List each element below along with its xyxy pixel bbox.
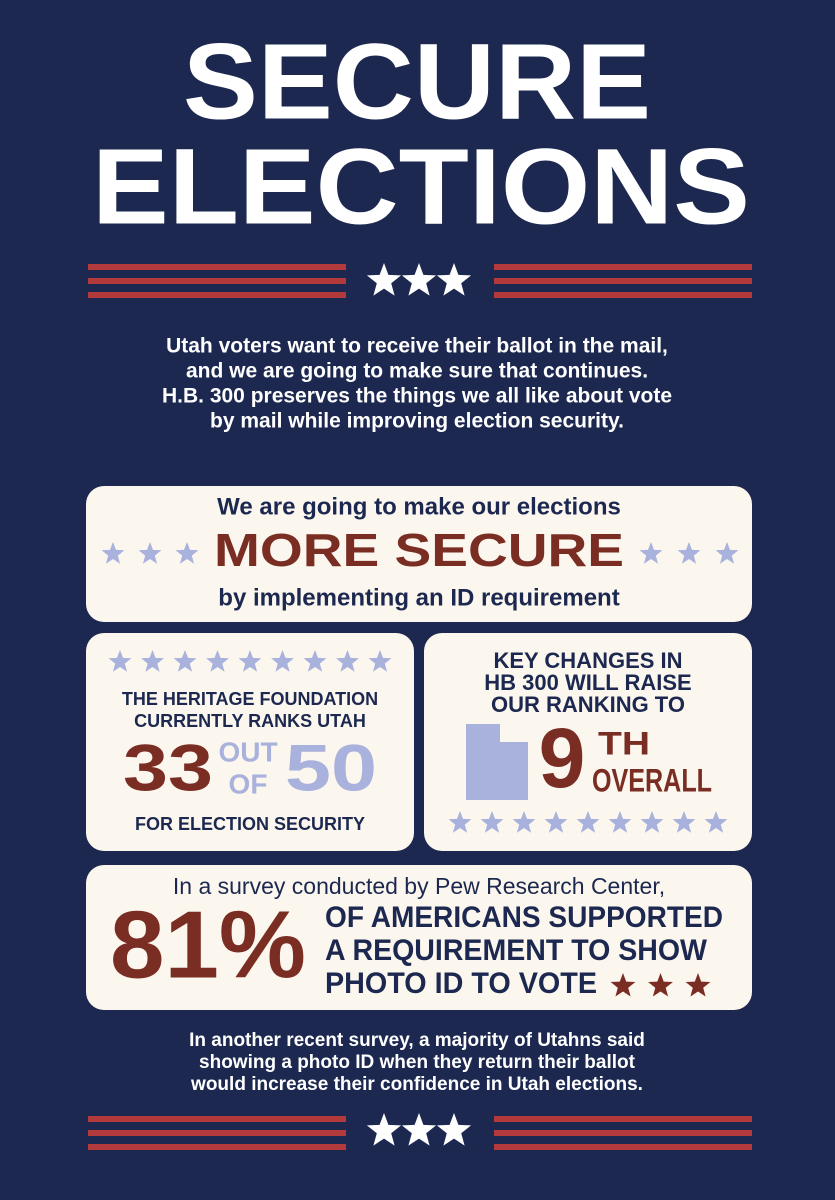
star xyxy=(401,263,437,296)
star xyxy=(639,542,663,564)
survey-box xyxy=(86,865,752,1010)
title-line: ELECTIONS xyxy=(92,126,750,247)
star xyxy=(448,811,472,833)
star xyxy=(108,650,132,672)
divider xyxy=(88,1116,752,1150)
star xyxy=(101,542,125,564)
ranking-total: 50 xyxy=(285,730,377,804)
title-line: SECURE xyxy=(183,21,651,142)
star xyxy=(238,650,262,672)
ranking-text: CURRENTLY RANKS UTAH xyxy=(134,711,366,731)
star xyxy=(206,650,229,672)
star xyxy=(366,1113,402,1146)
star xyxy=(138,542,162,564)
intro-line: by mail while improving election securit… xyxy=(210,410,624,433)
ranking-box xyxy=(86,633,414,851)
secure-box xyxy=(86,486,752,622)
star xyxy=(368,650,392,672)
change-text: OUR RANKING TO xyxy=(491,692,685,717)
star xyxy=(512,811,536,833)
star xyxy=(271,650,294,672)
survey-line: A REQUIREMENT TO SHOW xyxy=(325,934,708,967)
star xyxy=(436,1113,472,1146)
ranking-number: 33 xyxy=(123,730,213,804)
closing-line: would increase their confidence in Utah … xyxy=(190,1074,643,1095)
star xyxy=(640,811,664,833)
star xyxy=(303,650,327,672)
divider xyxy=(88,264,752,298)
intro-line: Utah voters want to receive their ballot… xyxy=(166,335,668,358)
star xyxy=(436,263,472,296)
star xyxy=(672,811,696,833)
secure-tail: by implementing an ID requirement xyxy=(218,584,619,611)
out-of: OF xyxy=(229,768,268,799)
star xyxy=(704,811,728,833)
closing-line: showing a photo ID when they return thei… xyxy=(199,1052,636,1073)
survey-line: PHOTO ID TO VOTE xyxy=(325,967,597,1000)
change-overall: OVERALL xyxy=(592,762,712,798)
secure-lead: We are going to make our elections xyxy=(217,493,621,520)
star xyxy=(608,811,632,833)
star xyxy=(336,650,359,672)
intro-line: and we are going to make sure that conti… xyxy=(186,360,648,383)
star xyxy=(544,811,568,833)
survey-lead: In a survey conducted by Pew Research Ce… xyxy=(173,873,665,899)
star xyxy=(677,542,701,564)
star xyxy=(610,973,636,997)
change-text: KEY CHANGES IN xyxy=(493,648,682,673)
ranking-footer: FOR ELECTION SECURITY xyxy=(135,814,365,834)
star xyxy=(401,1113,437,1146)
star xyxy=(715,542,739,564)
out-of: OUT xyxy=(218,736,277,767)
secure-headline: MORE SECURE xyxy=(214,524,624,576)
intro-line: H.B. 300 preserves the things we all lik… xyxy=(162,385,672,408)
change-suffix: TH xyxy=(598,725,650,761)
change-rank: 9 xyxy=(539,711,586,805)
change-text: HB 300 WILL RAISE xyxy=(484,670,691,695)
closing-line: In another recent survey, a majority of … xyxy=(189,1030,645,1051)
star xyxy=(173,650,197,672)
survey-percent: 81% xyxy=(110,891,306,998)
utah-icon xyxy=(466,724,528,800)
ranking-text: THE HERITAGE FOUNDATION xyxy=(122,689,378,709)
star xyxy=(141,650,164,672)
star xyxy=(366,263,402,296)
star xyxy=(648,973,673,997)
star xyxy=(175,542,199,564)
star xyxy=(480,811,504,833)
survey-line: OF AMERICANS SUPPORTED xyxy=(325,901,723,934)
star xyxy=(576,811,600,833)
star xyxy=(685,973,711,997)
